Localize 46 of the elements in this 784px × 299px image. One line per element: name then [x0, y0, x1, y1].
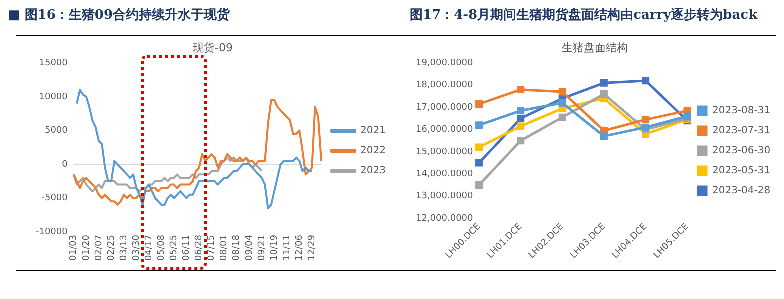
chart-title: 图17：4-8月期间生猪期货盘面结构由carry逐步转为back [410, 7, 758, 24]
chart-subtitle: 生猪盘面结构 [562, 41, 628, 54]
legend-label: 2023-05-31 [712, 166, 771, 177]
legend-label: 2023-06-30 [712, 146, 771, 157]
x-tick-label: 04/17 [144, 235, 154, 261]
chart-subtitle: 现货-09 [193, 41, 233, 54]
legend-label: 2023-07-31 [712, 126, 771, 137]
y-tick-label: 12,000.0000 [416, 214, 474, 224]
y-tick-label: 10000 [39, 92, 68, 102]
y-tick-label: 15,000.0000 [416, 147, 474, 158]
x-tick-label: 01/20 [82, 234, 92, 261]
x-tick-label: 06/11 [182, 235, 192, 261]
legend-label: 2023 [360, 166, 386, 177]
y-tick-label: 0 [62, 160, 68, 170]
x-tick-label: 02/07 [94, 235, 104, 261]
y-tick-label: 13,000.0000 [416, 192, 474, 202]
y-tick-label: 17,000.0000 [416, 102, 474, 113]
x-tick-label: 02/25 [106, 235, 117, 261]
legend-label: 2022 [360, 146, 386, 157]
x-tick-label: 11/11 [282, 235, 292, 261]
x-tick-label: 09/04 [244, 234, 255, 261]
x-tick-label: 06/28 [194, 234, 205, 261]
legend-label: 2021 [360, 126, 386, 137]
legend-label: 2023-04-28 [712, 186, 771, 197]
x-tick-label: 08/18 [232, 234, 242, 261]
x-tick-label: 05/25 [170, 235, 180, 261]
x-tick-label: 03/13 [119, 235, 130, 261]
x-tick-label: 12/29 [307, 234, 318, 261]
y-tick-label: -10000 [36, 227, 68, 238]
y-tick-label: 18,000.0000 [416, 80, 474, 91]
y-tick-label: 14,000.0000 [416, 170, 474, 180]
x-tick-label: 07/15 [207, 235, 218, 261]
legend-label: 2023-08-31 [712, 106, 771, 117]
x-tick-label: 03/30 [132, 234, 142, 261]
y-tick-label: -5000 [42, 194, 68, 204]
x-tick-label: 05/08 [157, 234, 168, 261]
x-tick-label: 10/19 [270, 234, 280, 261]
y-tick-label: 16,000.0000 [416, 125, 474, 136]
chart-title: ■ 图16：生猪09合约持续升水于现货 [8, 7, 230, 24]
x-tick-label: 09/21 [257, 235, 268, 261]
x-tick-label: 08/01 [220, 235, 230, 261]
x-tick-label: 12/06 [294, 234, 305, 261]
y-tick-label: 15000 [39, 58, 68, 69]
y-tick-label: 5000 [44, 126, 68, 136]
y-tick-label: 19,000.0000 [416, 58, 474, 69]
x-tick-label: 01/03 [69, 235, 80, 261]
